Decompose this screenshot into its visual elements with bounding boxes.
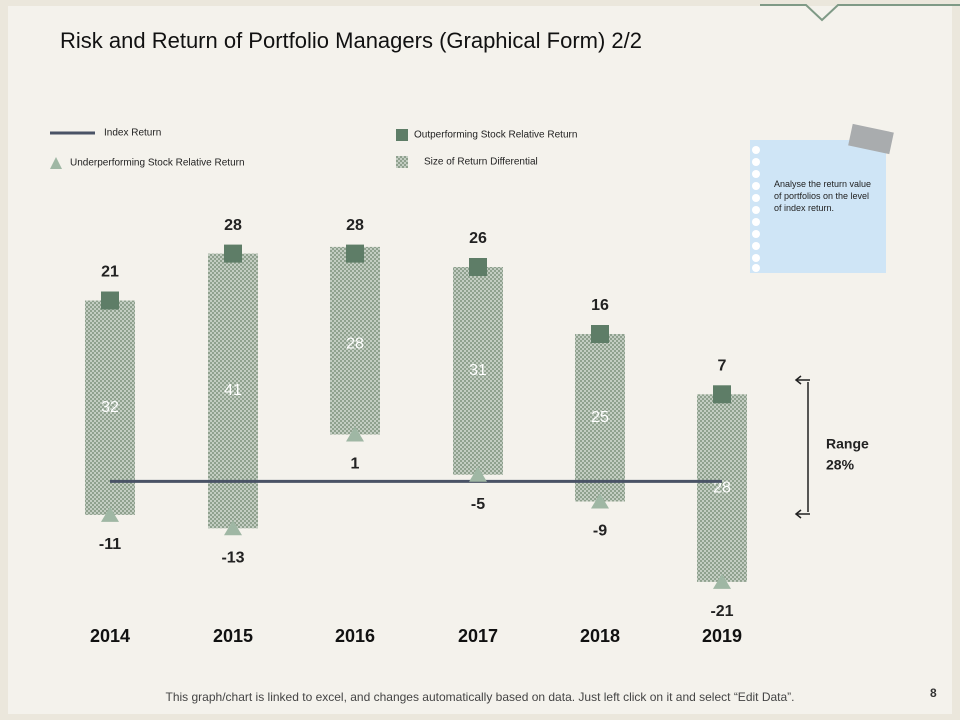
triangle-marker (224, 520, 242, 536)
outperforming-marker (591, 325, 609, 343)
x-tick-label: 2014 (90, 626, 130, 646)
differential-label: 28 (346, 335, 364, 352)
annotation: Range (826, 436, 869, 452)
outperforming-label: 7 (718, 358, 727, 375)
outperforming-label: 16 (591, 297, 609, 314)
triangle-marker (591, 493, 609, 509)
decoration (760, 4, 960, 22)
differential-bar (453, 267, 503, 475)
differential-bar (85, 300, 135, 515)
underperforming-label: -9 (593, 523, 607, 540)
legend-label: Outperforming Stock Relative Return (414, 130, 577, 141)
outperforming-marker (101, 291, 119, 310)
differential-label: 25 (591, 409, 609, 426)
outperforming-label: 21 (101, 264, 119, 281)
underperforming-label: -11 (99, 536, 121, 553)
annotation: 28% (826, 457, 855, 473)
note-holes (752, 146, 760, 272)
range-bracket (794, 375, 810, 519)
triangle-marker (101, 506, 119, 522)
triangle-marker (469, 466, 487, 482)
outperforming-label: 26 (469, 230, 487, 247)
outperforming-label: 28 (224, 217, 242, 234)
legend-swatch (396, 156, 408, 168)
x-tick-label: 2019 (702, 626, 742, 646)
triangle-marker (713, 573, 731, 589)
legend-label: Index Return (104, 128, 161, 139)
underperforming-label: -21 (710, 603, 733, 620)
x-tick-label: 2017 (458, 626, 498, 646)
outperforming-marker (713, 385, 731, 404)
differential-bar (330, 246, 380, 435)
underperforming-label: -5 (471, 496, 485, 513)
legend-triangle (50, 157, 62, 169)
page-number: 8 (930, 686, 937, 700)
differential-label: 32 (101, 399, 119, 416)
chart-title: Risk and Return of Portfolio Managers (G… (60, 28, 642, 53)
legend-label: Size of Return Differential (424, 157, 538, 168)
legend-square (396, 129, 408, 141)
differential-label: 28 (713, 479, 731, 496)
differential-bar (697, 394, 747, 582)
differential-bar (575, 334, 625, 502)
x-tick-label: 2015 (213, 626, 253, 646)
note: Analyse the return value of portfolios o… (774, 179, 872, 213)
differential-label: 41 (224, 382, 242, 399)
underperforming-label: 1 (351, 456, 360, 473)
x-tick-label: 2018 (580, 626, 620, 646)
outperforming-marker (346, 244, 364, 263)
note-box (750, 140, 886, 273)
triangle-marker (346, 426, 364, 442)
outperforming-label: 28 (346, 217, 364, 234)
footer: This graph/chart is linked to excel, and… (165, 690, 795, 704)
tape (848, 123, 894, 155)
legend-label: Underperforming Stock Relative Return (70, 158, 245, 169)
x-tick-label: 2016 (335, 626, 375, 646)
differential-label: 31 (469, 362, 487, 379)
outperforming-marker (469, 258, 487, 276)
outperforming-marker (224, 244, 242, 263)
underperforming-label: -13 (221, 550, 244, 567)
